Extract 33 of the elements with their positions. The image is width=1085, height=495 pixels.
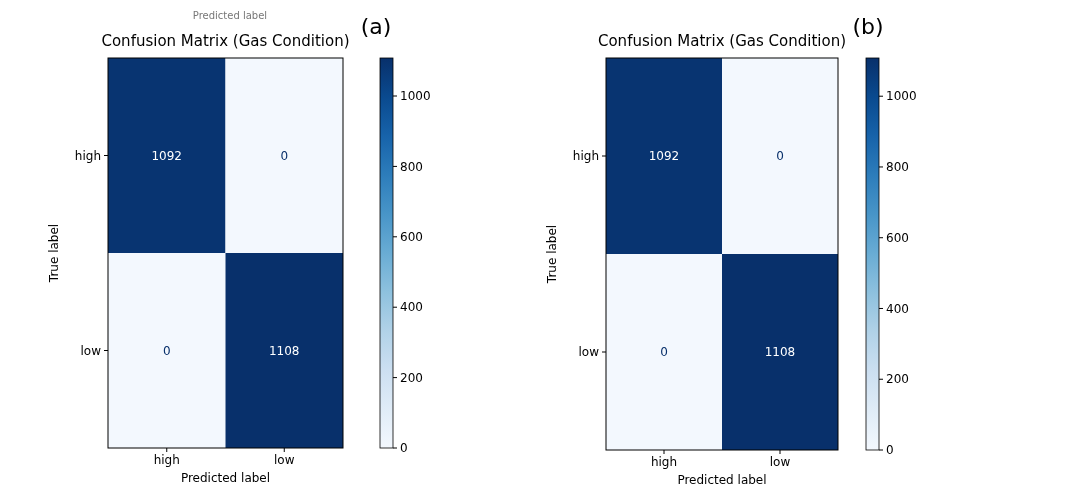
color-bar-label: 0 — [886, 443, 894, 458]
color-bar-label: 600 — [400, 230, 423, 245]
x-tick-label: high — [650, 455, 678, 469]
text: (b) — [852, 14, 884, 39]
color-bar-label: 400 — [886, 301, 909, 316]
color-bar-label: 400 — [400, 300, 423, 315]
color-bar-label: 200 — [400, 370, 423, 385]
data-label: 1092 — [151, 148, 183, 163]
color-bar-label: 1000 — [400, 89, 431, 104]
text: (a) — [360, 14, 392, 39]
color-bar-label: 200 — [886, 372, 909, 387]
color-bar-label: 800 — [400, 159, 423, 174]
data-label: 1108 — [268, 343, 300, 358]
x-tick-label: low — [769, 455, 791, 469]
x-tick-label: high — [153, 453, 180, 467]
y-axis-title: True label — [47, 223, 61, 284]
x-tick-label: low — [274, 453, 295, 467]
color-bar-label: 1000 — [886, 89, 917, 104]
data-label: 1108 — [764, 345, 796, 360]
data-label: 0 — [776, 149, 784, 164]
data-label: 1092 — [648, 149, 680, 164]
text: Predicted label — [192, 10, 268, 21]
color-bar-label: 0 — [400, 441, 408, 456]
data-label: 0 — [162, 343, 171, 358]
chart-title: Confusion Matrix (Gas Condition) — [101, 32, 350, 50]
chart-title: Confusion Matrix (Gas Condition) — [597, 32, 847, 50]
data-label: 0 — [280, 148, 289, 163]
x-axis-title: Predicted label — [180, 471, 271, 485]
color-bar-label: 800 — [886, 160, 909, 175]
color-bar-label: 600 — [886, 230, 909, 245]
data-label: 0 — [660, 345, 668, 360]
y-axis-title: True label — [545, 224, 559, 285]
x-axis-title: Predicted label — [677, 473, 767, 487]
